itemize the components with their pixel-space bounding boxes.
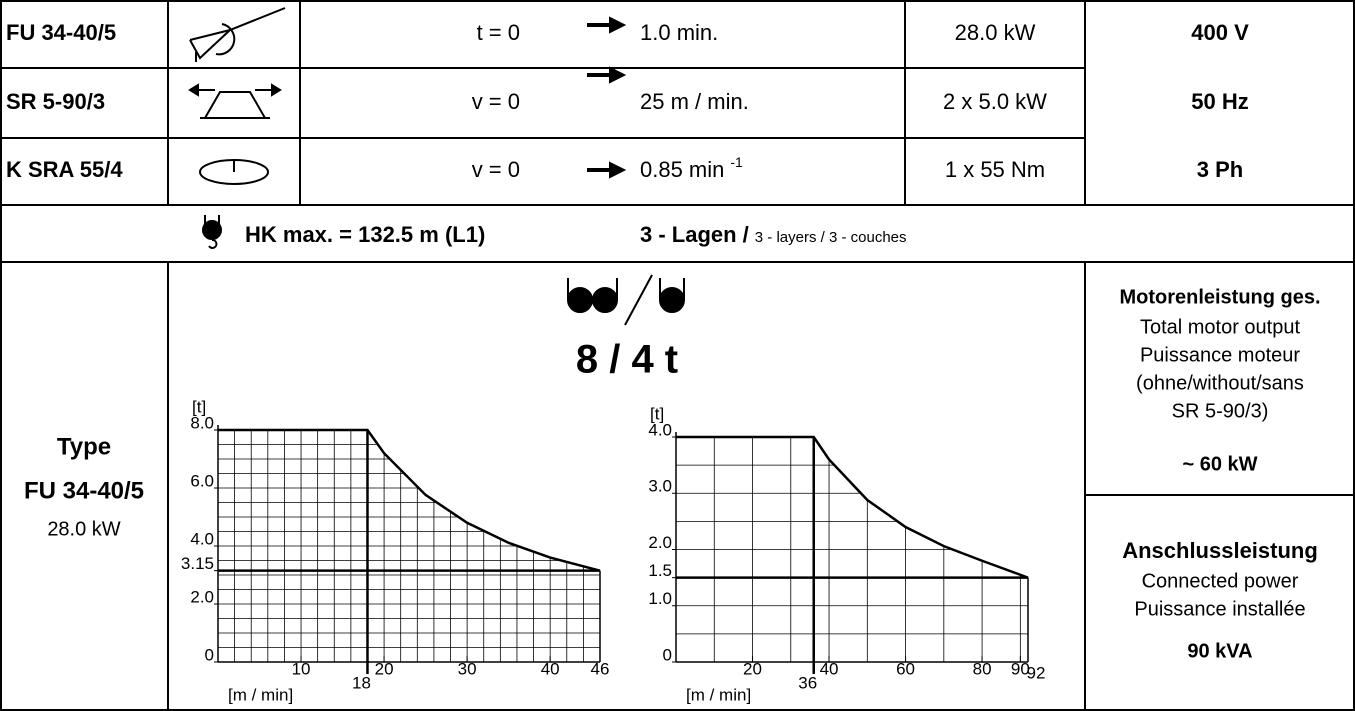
variable: v = 0 [472, 157, 520, 182]
y-tick-label: 3.0 [648, 477, 672, 496]
type-power: 28.0 kW [47, 518, 120, 540]
y-tick-label: 0 [205, 645, 214, 664]
power: 2 x 5.0 kW [943, 89, 1047, 114]
y-tick-label: 1.0 [648, 589, 672, 608]
x-tick-label: 90 [1011, 659, 1030, 678]
motor-line: (ohne/without/sans [1136, 372, 1304, 394]
x-tick-label: 36 [798, 673, 817, 692]
layers-small: 3 - layers / 3 - couches [755, 229, 907, 246]
model: FU 34-40/5 [6, 20, 116, 45]
x-tick-label: 60 [896, 659, 915, 678]
minor-grid [218, 430, 600, 662]
x-tick-label: 30 [458, 659, 477, 678]
motor-title: Motorenleistung ges. [1119, 286, 1320, 308]
motor-value: ~ 60 kW [1182, 453, 1257, 475]
x-tick-label: 46 [591, 659, 610, 678]
power: 1 x 55 Nm [945, 157, 1045, 182]
y-tick-label: 4.0 [190, 529, 214, 548]
icons [188, 7, 685, 326]
target: 0.85 min -1 [640, 154, 743, 182]
capacity: 8 / 4 t [576, 338, 678, 382]
target: 25 m / min. [640, 89, 749, 114]
connected-line: Connected power [1142, 570, 1299, 592]
y-axis-label: [t] [192, 397, 206, 416]
y-tick-label: 3.15 [181, 554, 214, 573]
x-axis-label: [m / min] [228, 685, 293, 704]
variable: v = 0 [472, 89, 520, 114]
hook-label: HK max. = 132.5 m (L1) [245, 222, 485, 247]
x-tick-label: 40 [541, 659, 560, 678]
x-tick-label: 80 [973, 659, 992, 678]
y-tick-label: 0 [663, 645, 672, 664]
curve [218, 428, 601, 572]
model: SR 5-90/3 [6, 89, 105, 114]
x-tick-label: 10 [292, 659, 311, 678]
motor-line: SR 5-90/3) [1172, 400, 1269, 422]
y-tick-label: 1.5 [648, 561, 672, 580]
y-axis-label: [t] [650, 404, 664, 423]
x-tick-label: 20 [743, 659, 762, 678]
target: 1.0 min. [640, 20, 718, 45]
model: K SRA 55/4 [6, 157, 123, 182]
connected-line: Puissance installée [1134, 598, 1305, 620]
x-tick-label: 92 [1027, 663, 1046, 682]
layers: 3 - Lagen / [640, 222, 749, 247]
superscript: -1 [730, 154, 743, 170]
x-axis-label: [m / min] [686, 685, 751, 704]
power: 28.0 kW [955, 20, 1036, 45]
curve [676, 435, 1029, 579]
x-tick-label: 20 [375, 659, 394, 678]
x-tick-label: 40 [820, 659, 839, 678]
connected-title: Anschlussleistung [1122, 538, 1318, 563]
y-tick-label: 2.0 [648, 533, 672, 552]
supply: 400 V [1191, 20, 1249, 45]
supply: 3 Ph [1197, 157, 1243, 182]
y-tick-label: 8.0 [190, 413, 214, 432]
minor-grid [676, 437, 1028, 662]
connected-value: 90 kVA [1187, 640, 1252, 662]
variable: t = 0 [477, 20, 520, 45]
y-tick-label: 6.0 [190, 471, 214, 490]
motor-line: Puissance moteur [1140, 344, 1300, 366]
motor-line: Total motor output [1140, 316, 1301, 338]
y-tick-label: 4.0 [648, 420, 672, 439]
type-model: FU 34-40/5 [24, 477, 144, 504]
supply: 50 Hz [1191, 89, 1248, 114]
y-tick-label: 2.0 [190, 587, 214, 606]
x-tick-label: 18 [352, 673, 371, 692]
type-label: Type [57, 433, 111, 460]
